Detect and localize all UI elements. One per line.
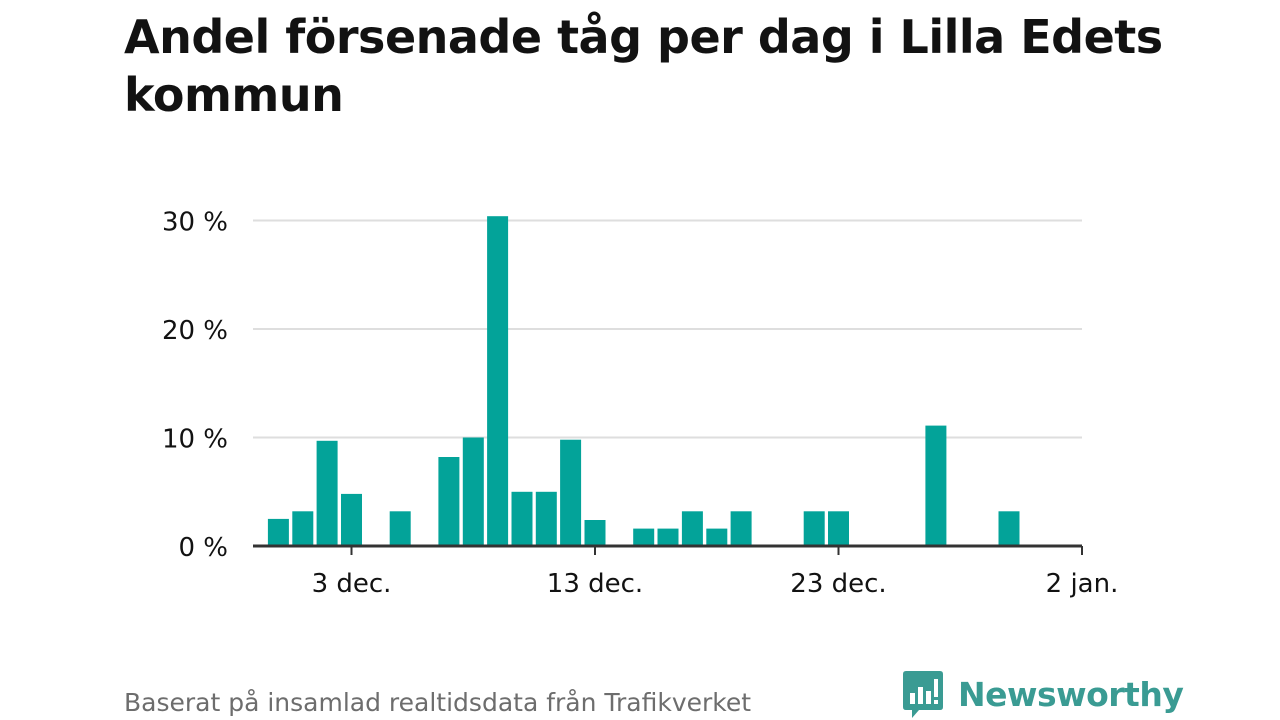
axes — [253, 544, 1083, 555]
bar — [511, 491, 533, 547]
x-tick-label: 2 jan. — [1046, 569, 1119, 599]
bar — [584, 520, 606, 546]
source-note: Baserat på insamlad realtidsdata från Tr… — [124, 688, 752, 717]
bar — [487, 216, 509, 546]
bar — [706, 528, 728, 546]
newsworthy-logo: Newsworthy — [903, 671, 1184, 719]
bar — [730, 511, 752, 546]
bar — [803, 511, 825, 546]
bar — [341, 493, 362, 546]
y-tick-label: 10 % — [162, 425, 228, 455]
bar — [438, 457, 460, 546]
bar — [267, 518, 289, 546]
bar — [633, 528, 655, 546]
bar — [681, 511, 703, 546]
x-tick-label: 3 dec. — [312, 569, 392, 599]
bar — [316, 440, 338, 546]
bar — [292, 511, 314, 546]
x-axis-labels: 3 dec. 13 dec. 23 dec. 2 jan. — [312, 569, 1119, 599]
bar — [560, 439, 582, 546]
chart-title: Andel försenade tåg per dag i Lilla Edet… — [124, 10, 1163, 122]
bar — [657, 528, 679, 546]
grid-lines — [253, 219, 1082, 439]
bar — [389, 511, 411, 546]
bar — [828, 511, 849, 546]
x-tick-label: 23 dec. — [790, 569, 886, 599]
bar — [925, 425, 947, 546]
y-tick-label: 30 % — [162, 208, 228, 238]
bar-chart-speech-bubble-icon — [903, 671, 943, 718]
bar-series — [267, 216, 1020, 547]
bar — [462, 437, 484, 546]
x-tick-label: 13 dec. — [547, 569, 643, 599]
y-tick-label: 0 % — [178, 533, 228, 563]
y-axis-labels: 0 % 10 % 20 % 30 % — [162, 208, 228, 564]
brand-name: Newsworthy — [958, 675, 1184, 714]
bar — [998, 511, 1020, 546]
bar — [535, 491, 557, 547]
y-tick-label: 20 % — [162, 316, 228, 346]
